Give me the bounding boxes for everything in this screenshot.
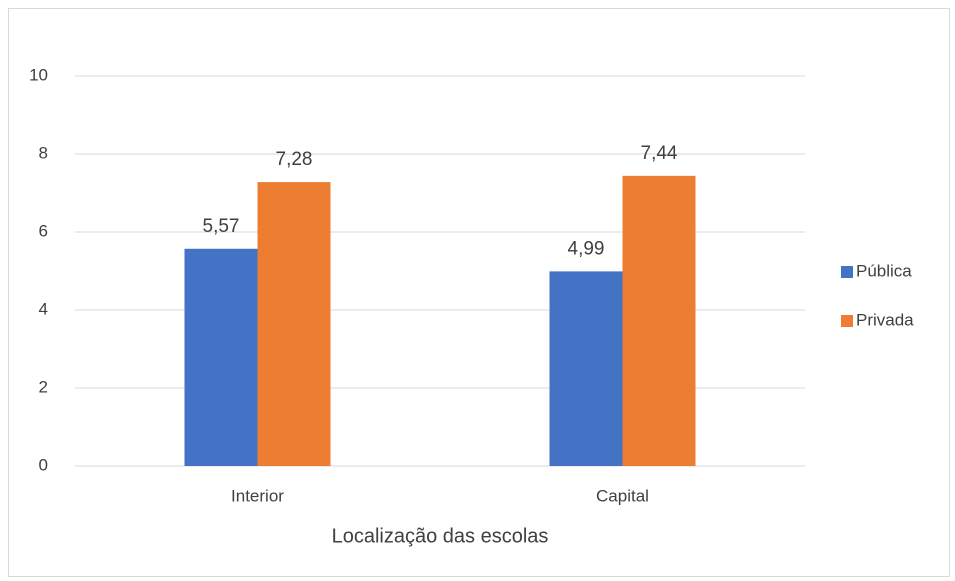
chart-border: [8, 8, 950, 577]
y-tick-label: 10: [29, 65, 48, 84]
y-tick-label: 0: [39, 455, 48, 474]
data-label: 7,44: [641, 143, 678, 164]
y-tick-label: 8: [39, 143, 48, 162]
bar: [622, 175, 696, 466]
bar: [257, 182, 331, 466]
y-tick-label: 4: [39, 299, 48, 318]
data-label: 7,28: [276, 149, 313, 170]
x-tick-label: Capital: [596, 486, 649, 505]
data-label: 4,99: [568, 238, 605, 259]
y-tick-label: 2: [39, 377, 48, 396]
x-axis-title: Localização das escolas: [332, 525, 549, 547]
bar: [184, 248, 258, 466]
legend-label: Pública: [856, 261, 912, 280]
bar: [549, 271, 623, 466]
y-tick-label: 6: [39, 221, 48, 240]
x-tick-label: Interior: [231, 486, 284, 505]
legend-label: Privada: [856, 310, 914, 329]
data-label: 5,57: [203, 216, 240, 237]
legend-swatch: [841, 266, 853, 278]
legend-swatch: [841, 315, 853, 327]
